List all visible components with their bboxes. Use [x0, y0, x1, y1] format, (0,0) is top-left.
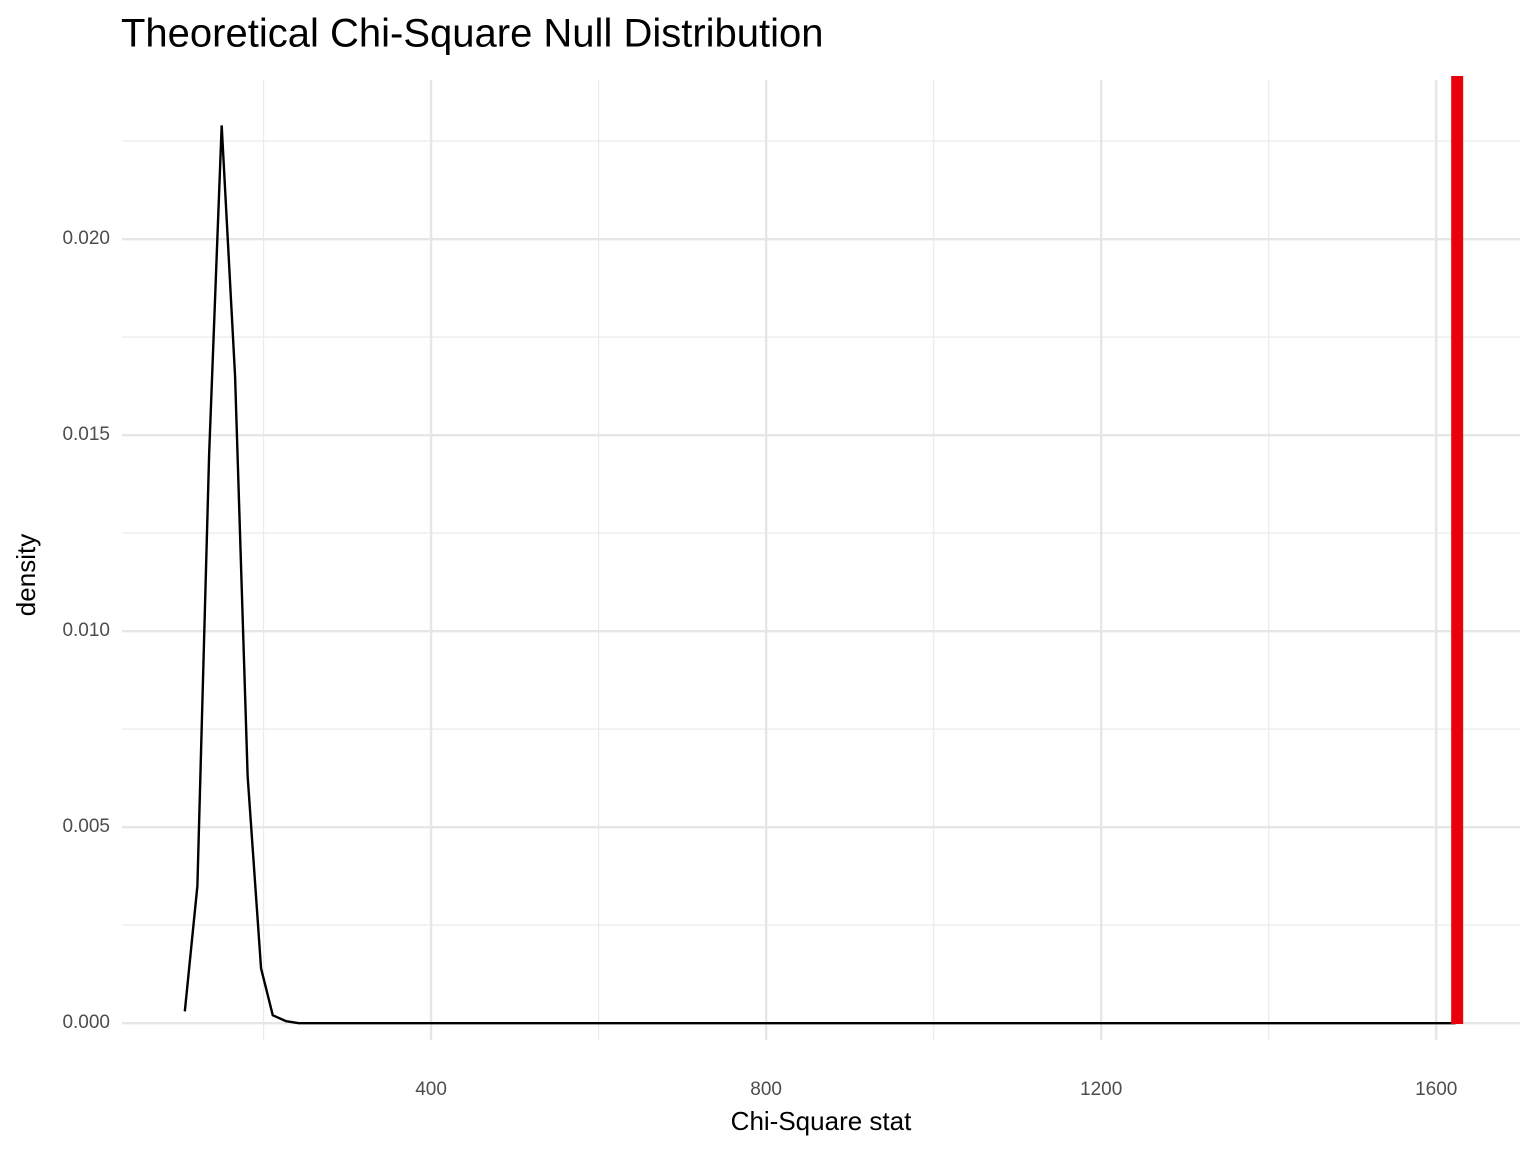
chart-title: Theoretical Chi-Square Null Distribution: [121, 12, 824, 56]
y-tick-label: 0.010: [62, 620, 110, 641]
x-tick-label: 400: [415, 1079, 447, 1100]
density-line: [183, 125, 1456, 1025]
y-axis-title: density: [11, 534, 41, 616]
y-tick-label: 0.015: [62, 424, 110, 445]
y-tick-label: 0.005: [62, 816, 110, 837]
y-tick-label: 0.020: [62, 228, 110, 249]
x-tick-label: 800: [750, 1079, 782, 1100]
y-tick-label: 0.000: [62, 1012, 110, 1033]
x-tick-label: 1600: [1415, 1079, 1457, 1100]
x-tick-label: 1200: [1080, 1079, 1122, 1100]
x-axis-title: Chi-Square stat: [731, 1106, 912, 1136]
